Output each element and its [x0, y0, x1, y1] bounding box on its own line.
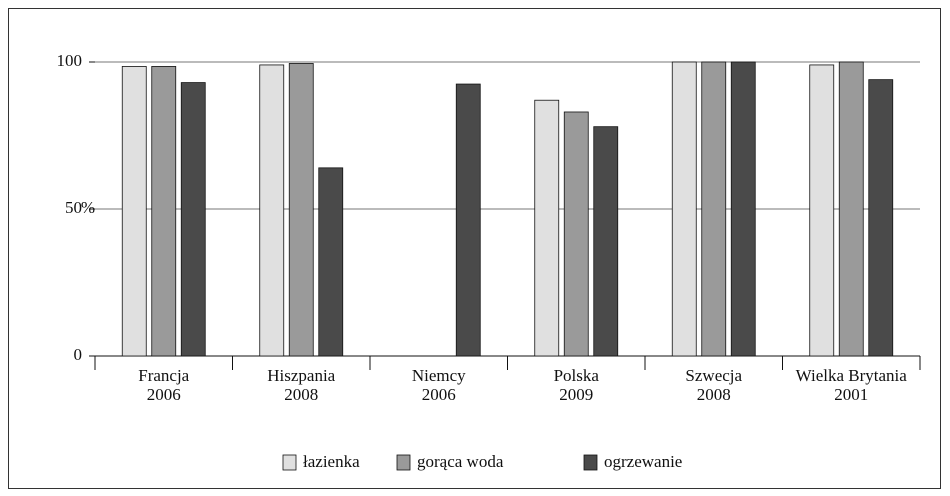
bar	[701, 61, 727, 357]
legend-swatch	[282, 454, 297, 471]
bar	[868, 79, 894, 357]
x-tick-label: Niemcy	[412, 366, 466, 385]
y-axis-label: %	[81, 198, 95, 217]
bar	[455, 83, 481, 357]
x-tick-label: Francja	[138, 366, 189, 385]
y-tick-label: 100	[57, 51, 83, 70]
legend-label: ogrzewanie	[604, 452, 682, 471]
bar	[151, 66, 177, 357]
x-tick-label: 2001	[834, 385, 868, 404]
bar	[534, 99, 560, 357]
bar	[838, 61, 864, 357]
frame	[8, 8, 941, 489]
bar	[121, 66, 147, 357]
y-tick-label: 0	[74, 345, 83, 364]
x-tick-label: Szwecja	[685, 366, 742, 385]
bar	[593, 126, 619, 357]
x-tick-label: Wielka Brytania	[796, 366, 908, 385]
x-tick-label: 2006	[422, 385, 456, 404]
x-tick-label: Hiszpania	[267, 366, 335, 385]
bar	[671, 61, 697, 357]
bar	[318, 167, 344, 357]
x-tick-label: 2006	[147, 385, 181, 404]
legend-label: gorąca woda	[417, 452, 504, 471]
x-tick-label: 2009	[559, 385, 593, 404]
bar	[259, 64, 285, 357]
x-tick-label: 2008	[697, 385, 731, 404]
bar	[563, 111, 589, 357]
legend-swatch	[396, 454, 411, 471]
bar	[180, 82, 206, 357]
y-tick-label: 50	[65, 198, 82, 217]
legend-label: łazienka	[303, 452, 360, 471]
x-tick-label: 2008	[284, 385, 318, 404]
bar	[809, 64, 835, 357]
x-tick-label: Polska	[554, 366, 600, 385]
bar	[288, 63, 314, 357]
bar	[730, 61, 756, 357]
legend-swatch	[583, 454, 598, 471]
